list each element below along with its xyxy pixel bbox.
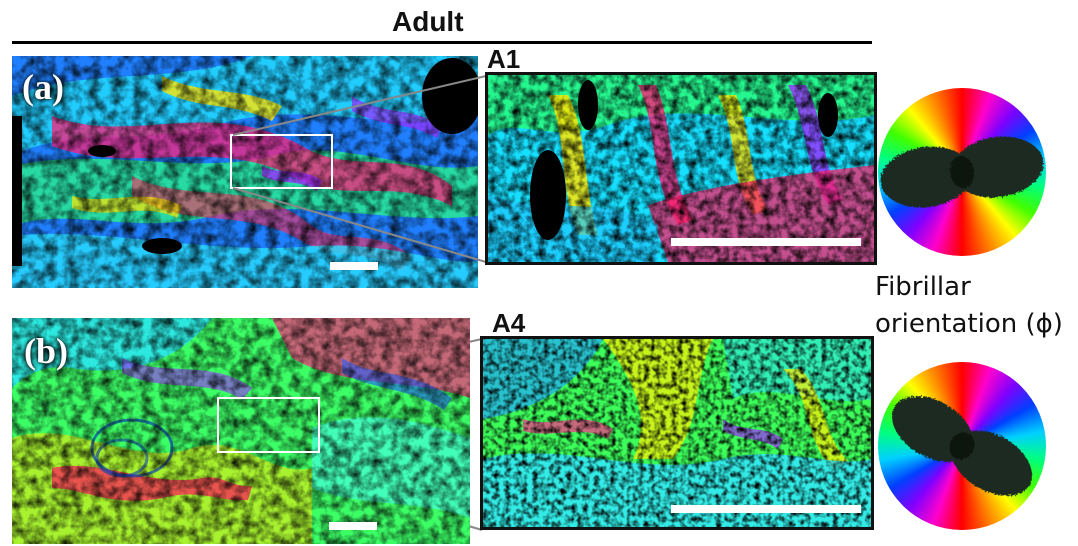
panel-a-map [12, 56, 478, 288]
panel-a-zoom-image [488, 75, 874, 262]
panel-a-selection-box [230, 134, 333, 189]
panel-a-scale-bar [330, 262, 378, 270]
panel-a-image [12, 56, 478, 288]
orientation-color-wheel-b [878, 362, 1046, 530]
panel-b-label: (b) [24, 331, 68, 371]
panel-a-zoom-scale-bar [671, 238, 861, 246]
panel-a-zoom-map [485, 72, 877, 265]
panel-b-zoom-label: A4 [492, 308, 526, 338]
panel-b-zoom-map [480, 336, 874, 530]
orientation-color-wheel-a [878, 88, 1046, 256]
panel-b-scale-bar [329, 522, 377, 530]
panel-b-map [12, 318, 470, 544]
panel-a-label: (a) [22, 67, 64, 107]
orientation-distribution-a [880, 136, 1044, 208]
orientation-distribution-b [891, 396, 1033, 496]
panel-b-selection-box [217, 397, 320, 453]
panel-b-zoom-image [483, 339, 871, 527]
panel-b-zoom-scale-bar [671, 505, 861, 513]
panel-b-image [12, 318, 470, 544]
legend-title-line2: orientation (ϕ) [875, 309, 1063, 339]
panel-a-zoom-label: A1 [487, 44, 521, 74]
legend-title-line1: Fibrillar [875, 272, 971, 302]
title-rule [12, 41, 872, 44]
figure-title: Adult [392, 6, 464, 37]
